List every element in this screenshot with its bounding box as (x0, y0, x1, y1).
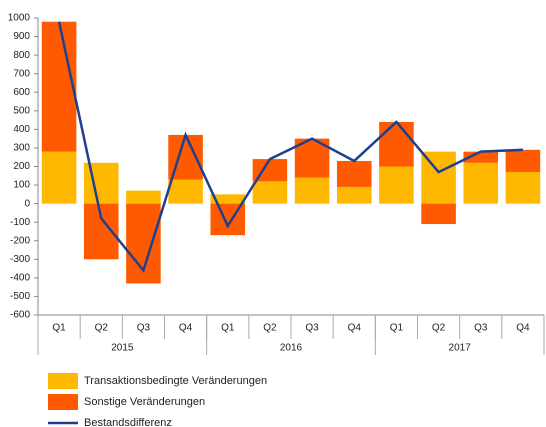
bar-segment (463, 151, 499, 163)
x-tick-label: Q4 (516, 323, 530, 334)
line (57, 21, 523, 274)
y-tick-label: 900 (13, 31, 30, 42)
x-tick-label: Q3 (305, 323, 319, 334)
y-tick-label: 500 (13, 105, 30, 116)
year-label: 2016 (280, 343, 303, 354)
bar-segment (168, 179, 203, 204)
y-tick-label: 700 (13, 68, 30, 79)
bar-segment (126, 190, 161, 204)
bar-segment (252, 159, 288, 182)
x-tick-label: Q1 (390, 323, 404, 334)
y-tick-label: 200 (13, 161, 30, 172)
x-tick-label: Q2 (432, 323, 446, 334)
bar-segment (379, 166, 414, 204)
x-tick-label: Q2 (95, 323, 109, 334)
bar-segment (41, 151, 77, 204)
x-tick-label: Q1 (52, 323, 66, 334)
y-tick-label: 100 (13, 180, 30, 191)
y-tick-label: -400 (10, 273, 30, 284)
bar-segment (505, 172, 541, 204)
y-tick-label: -600 (10, 310, 30, 321)
legend-label: Transaktionsbedingte Veränderungen (84, 375, 267, 387)
y-tick-label: -200 (10, 235, 30, 246)
bar-segment (336, 160, 372, 187)
x-tick-label: Q4 (348, 323, 362, 334)
bar-segment (252, 181, 288, 204)
bar-segment (421, 203, 456, 225)
bar-segment (421, 151, 456, 204)
y-tick-label: 1000 (8, 13, 31, 24)
bar-segment (294, 177, 330, 204)
bar-segment (83, 162, 119, 204)
legend-label: Sonstige Veränderungen (84, 396, 205, 408)
y-tick-label: 800 (13, 50, 30, 61)
year-label: 2015 (111, 343, 134, 354)
bar-segment (463, 162, 499, 204)
bar-segment (379, 121, 414, 167)
y-tick-label: -100 (10, 217, 30, 228)
legend-label: Bestandsdifferenz (84, 417, 172, 427)
x-tick-label: Q1 (221, 323, 235, 334)
bar-segment (505, 149, 541, 173)
legend-swatch (48, 394, 78, 410)
y-tick-label: -500 (10, 291, 30, 302)
y-tick-label: 600 (13, 87, 30, 98)
y-tick-label: 300 (13, 143, 30, 154)
bar-segment (41, 21, 77, 152)
bar-segment (336, 186, 372, 204)
x-tick-label: Q3 (137, 323, 151, 334)
y-tick-label: -300 (10, 254, 30, 265)
x-tick-label: Q4 (179, 323, 193, 334)
y-tick-label: 0 (24, 198, 30, 209)
y-tick-label: 400 (13, 124, 30, 135)
legend: Transaktionsbedingte Veränderungen Sonsti… (48, 373, 267, 427)
legend-swatch (48, 373, 78, 389)
x-tick-label: Q2 (263, 323, 277, 334)
bar-segment (210, 194, 246, 204)
year-label: 2017 (449, 343, 472, 354)
x-tick-label: Q3 (474, 323, 488, 334)
